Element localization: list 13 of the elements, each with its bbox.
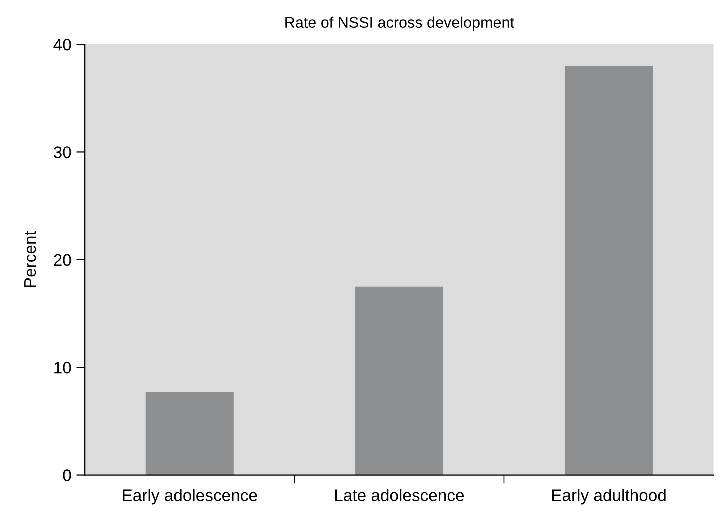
y-tick-label: 10 [54,362,72,374]
y-tick-label: 40 [54,38,72,51]
bar [146,392,234,476]
y-tick-label: 20 [54,254,72,266]
bar [355,286,444,476]
chart-title: Rate of NSSI across development [286,16,514,32]
bar [564,66,654,476]
y-tick-label: 30 [54,146,72,158]
y-tick-label: 0 [63,470,72,482]
x-tick-label: Late adolescence [335,489,464,502]
x-tick-label: Early adulthood [552,489,666,505]
x-tick-label: Early adolescence [123,489,258,505]
y-axis-title: Percent [24,231,36,288]
